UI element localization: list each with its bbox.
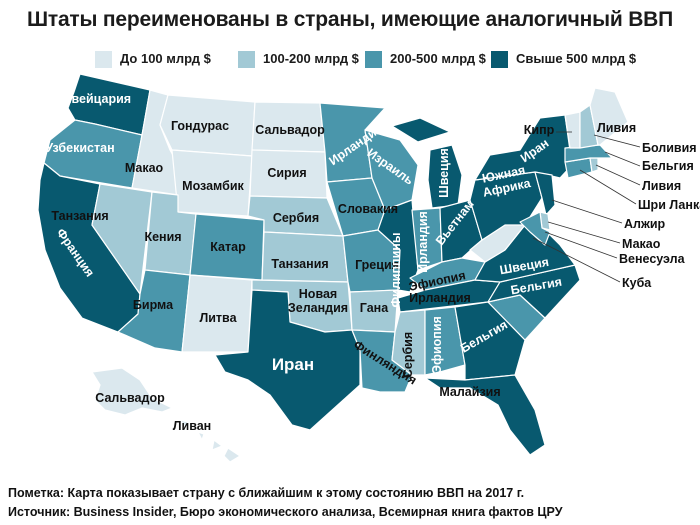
state-md[interactable] — [519, 211, 551, 246]
leader-nj — [551, 199, 623, 224]
label-ok2: Зеландия — [288, 301, 348, 315]
label-ar: Гана — [360, 301, 389, 315]
label-co: Катар — [210, 240, 246, 254]
state-or[interactable] — [43, 119, 143, 189]
legend-label-over-500: Свыше 500 млрд $ — [516, 51, 637, 66]
state-nj[interactable] — [534, 171, 556, 216]
map-title: Штаты переименованы в страны, имеющие ан… — [26, 8, 674, 31]
footnote: Пометка: Карта показывает страну с ближа… — [8, 486, 525, 500]
label-nd: Сальвадор — [255, 123, 325, 137]
label-tx: Иран — [272, 355, 314, 374]
label-wa: Швейцария — [59, 92, 131, 106]
label-de: Макао — [622, 237, 661, 251]
label-wy: Мозамбик — [182, 179, 244, 193]
state-fl[interactable] — [424, 374, 546, 456]
label-nv: Танзания — [51, 209, 108, 223]
label-id: Макао — [125, 161, 164, 175]
source-line: Источник: Business Insider, Бюро экономи… — [8, 505, 563, 519]
legend-swatch-200-500 — [365, 51, 382, 68]
leader-ri — [595, 164, 641, 186]
label-dc: Куба — [622, 276, 652, 290]
label-nm: Литва — [199, 311, 237, 325]
legend-label-200-500: 200-500 млрд $ — [390, 51, 486, 66]
legend-label-under-100: До 100 млрд $ — [120, 51, 211, 66]
legend-swatch-under-100 — [95, 51, 112, 68]
label-ks: Танзания — [271, 257, 328, 271]
label-ok1: Новая — [299, 287, 337, 301]
label-ma: Бельгия — [642, 159, 694, 173]
label-me: Ливия — [597, 121, 636, 135]
label-mo: Греция — [355, 258, 399, 272]
state-al[interactable] — [424, 306, 466, 376]
legend-label-100-200: 100-200 млрд $ — [263, 51, 359, 66]
label-ut: Кения — [144, 230, 181, 244]
label-vt: Кипр — [524, 123, 555, 137]
label-al: Эфиопия — [430, 316, 444, 374]
legend-swatch-over-500 — [491, 51, 508, 68]
state-me[interactable] — [589, 87, 629, 146]
label-ak: Сальвадор — [95, 391, 165, 405]
state-tx[interactable] — [214, 289, 361, 431]
state-hi[interactable] — [179, 419, 241, 463]
label-mt: Гондурас — [171, 119, 229, 133]
label-ne: Сербия — [273, 211, 319, 225]
leader-dc — [532, 237, 621, 283]
leader-de — [547, 221, 621, 244]
label-or: Узбекистан — [45, 141, 114, 155]
label-nh: Боливия — [642, 141, 697, 155]
label-mi: Швеция — [437, 148, 451, 198]
label-in: Ирландия — [416, 211, 430, 273]
legend-swatch-100-200 — [238, 51, 255, 68]
leader-md — [544, 231, 618, 259]
label-ct: Шри Ланка — [638, 198, 700, 212]
label-ri: Ливия — [642, 179, 681, 193]
label-hi: Ливан — [173, 419, 211, 433]
label-md: Венесуэла — [619, 252, 686, 266]
label-sd: Сирия — [267, 166, 306, 180]
leader-ma — [604, 151, 641, 167]
label-az: Бирма — [133, 298, 174, 312]
label-tn: Ирландия — [409, 291, 471, 305]
label-ia: Словакия — [338, 202, 398, 216]
label-ms: Сербия — [401, 332, 415, 378]
label-il: Филиппины — [389, 233, 403, 308]
state-ak[interactable] — [91, 367, 173, 416]
label-nj: Алжир — [624, 217, 666, 231]
leader-nh — [593, 134, 641, 148]
leader-ct — [579, 169, 637, 205]
label-fl: Малайзия — [439, 385, 500, 399]
